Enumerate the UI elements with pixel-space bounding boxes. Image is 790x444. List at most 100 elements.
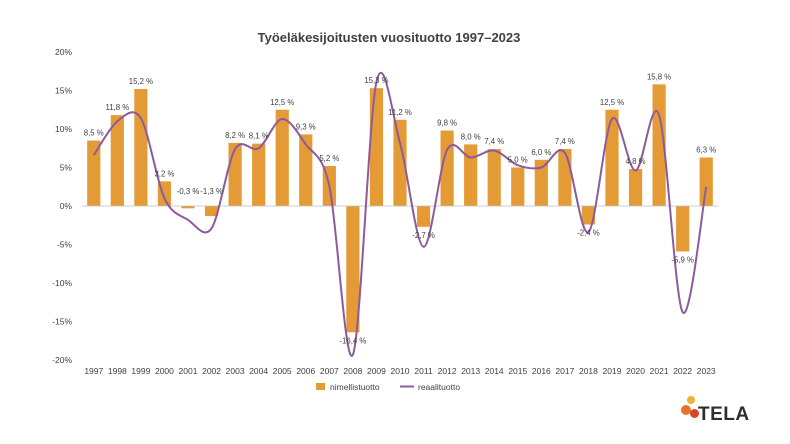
x-axis: 1997 1998 1999 2000 2001 2002 2003 2004 2005 2006… [84,366,716,376]
x-tick-label: 1997 [84,366,103,376]
data-label-2022: -5,9 % [671,255,694,264]
data-label-2004: 8,1 % [249,132,269,141]
data-label-2018: -2,4 % [577,228,600,237]
line-series [92,71,708,357]
x-tick-label: 2004 [249,366,268,376]
bar-2023 [699,157,713,206]
x-tick-label: 2018 [579,366,598,376]
legend-label-nimellistuotto: nimellistuotto [330,382,380,392]
y-tick-label: -15% [52,317,72,327]
bar-1998 [110,115,124,206]
logo-text: TELA [698,404,750,425]
data-label-2010: 11,2 % [388,108,412,117]
data-label-1999: 15,2 % [129,77,153,86]
data-label-2021: 15,8 % [647,72,671,81]
legend-label-reaalituotto: reaalituotto [418,382,460,392]
data-label-2011: -2,7 % [412,231,435,240]
x-tick-label: 2019 [603,366,622,376]
bar-1997 [87,140,101,206]
y-tick-label: -20% [52,355,72,365]
x-tick-label: 2008 [343,366,362,376]
logo-dot-yellow [687,396,695,404]
logo-dot-red [690,409,699,418]
bar-2019 [605,109,619,206]
x-tick-label: 2007 [320,366,339,376]
data-label-1997: 8,5 % [84,129,104,138]
x-tick-label: 2017 [555,366,574,376]
data-label-2002: -1,3 % [200,187,223,196]
y-tick-label: -10% [52,278,72,288]
bar-2002 [204,206,219,217]
bar-1999 [134,88,148,206]
x-tick-label: 2021 [650,366,669,376]
y-tick-label: 0% [60,201,73,211]
bar-2015 [511,167,525,206]
bar-2006 [299,134,313,206]
data-label-2014: 7,4 % [484,137,504,146]
data-label-2019: 12,5 % [600,98,624,107]
data-label-2001: -0,3 % [177,187,200,196]
data-label-2016: 6,0 % [531,148,551,157]
logo-dot-orange [681,405,691,415]
bar-2008 [346,206,360,333]
chart-title: Työeläkesijoitusten vuosituotto 1997–202… [258,30,521,45]
x-tick-label: 2020 [626,366,645,376]
x-tick-label: 2015 [508,366,527,376]
x-tick-label: 2003 [226,366,245,376]
bar-2009 [369,88,384,206]
data-label-2000: 3,2 % [154,169,174,178]
x-tick-label: 2013 [461,366,480,376]
data-label-2005: 12,5 % [270,98,294,107]
x-tick-label: 1998 [108,366,127,376]
y-tick-label: 10% [55,124,72,134]
bar-2003 [228,142,242,206]
bar-2020 [628,169,643,206]
x-tick-label: 1999 [131,366,150,376]
data-label-2015: 5,0 % [508,156,528,165]
x-tick-label: 2009 [367,366,386,376]
data-label-2020: 4,8 % [626,157,646,166]
legend: nimellistuotto reaalituotto [316,382,460,392]
data-label-2023: 6,3 % [696,145,716,154]
data-label-2008: -16,4 % [339,336,366,345]
data-label-2009: 15,3 % [364,76,388,85]
bar-2017 [558,149,572,206]
data-label-2017: 7,4 % [555,137,575,146]
y-tick-label: 20% [55,47,72,57]
y-axis: -20% -15% -10% -5% 0% 5% 10% 15% 20% [52,47,72,365]
bar-2012 [440,130,454,206]
tela-logo: TELA [678,394,750,430]
bar-2004 [252,143,266,206]
x-tick-label: 2001 [179,366,198,376]
data-labels: 8,5 % 11,8 % 15,2 % 3,2 %-0,3 % -1,3 % 8,2 % 8… [84,72,716,345]
data-label-2006: 9,3 % [296,122,316,131]
data-label-2003: 8,2 % [225,131,245,140]
bar-2010 [393,119,407,206]
y-tick-label: -5% [57,240,73,250]
bar-2001 [181,206,195,209]
data-label-2007: 5,2 % [319,154,339,163]
bar-2021 [652,84,666,206]
bar-2011 [416,206,431,227]
data-label-1998: 11,8 % [105,103,129,112]
x-tick-label: 2016 [532,366,551,376]
x-tick-label: 2000 [155,366,174,376]
bar-2016 [534,159,548,206]
x-tick-label: 2002 [202,366,221,376]
bar-2014 [487,149,501,206]
bar-2005 [275,109,289,206]
data-label-2013: 8,0 % [461,132,481,141]
bar-series [82,84,718,333]
x-tick-label: 2005 [273,366,292,376]
legend-swatch-nimellistuotto [316,383,325,390]
y-tick-label: 15% [55,86,72,96]
x-tick-label: 2012 [438,366,457,376]
y-tick-label: 5% [60,163,73,173]
bar-2022 [676,206,690,252]
data-label-2012: 9,8 % [437,119,457,128]
x-tick-label: 2014 [485,366,504,376]
x-tick-label: 2006 [296,366,315,376]
x-tick-label: 2010 [391,366,410,376]
x-tick-label: 2011 [414,366,433,376]
